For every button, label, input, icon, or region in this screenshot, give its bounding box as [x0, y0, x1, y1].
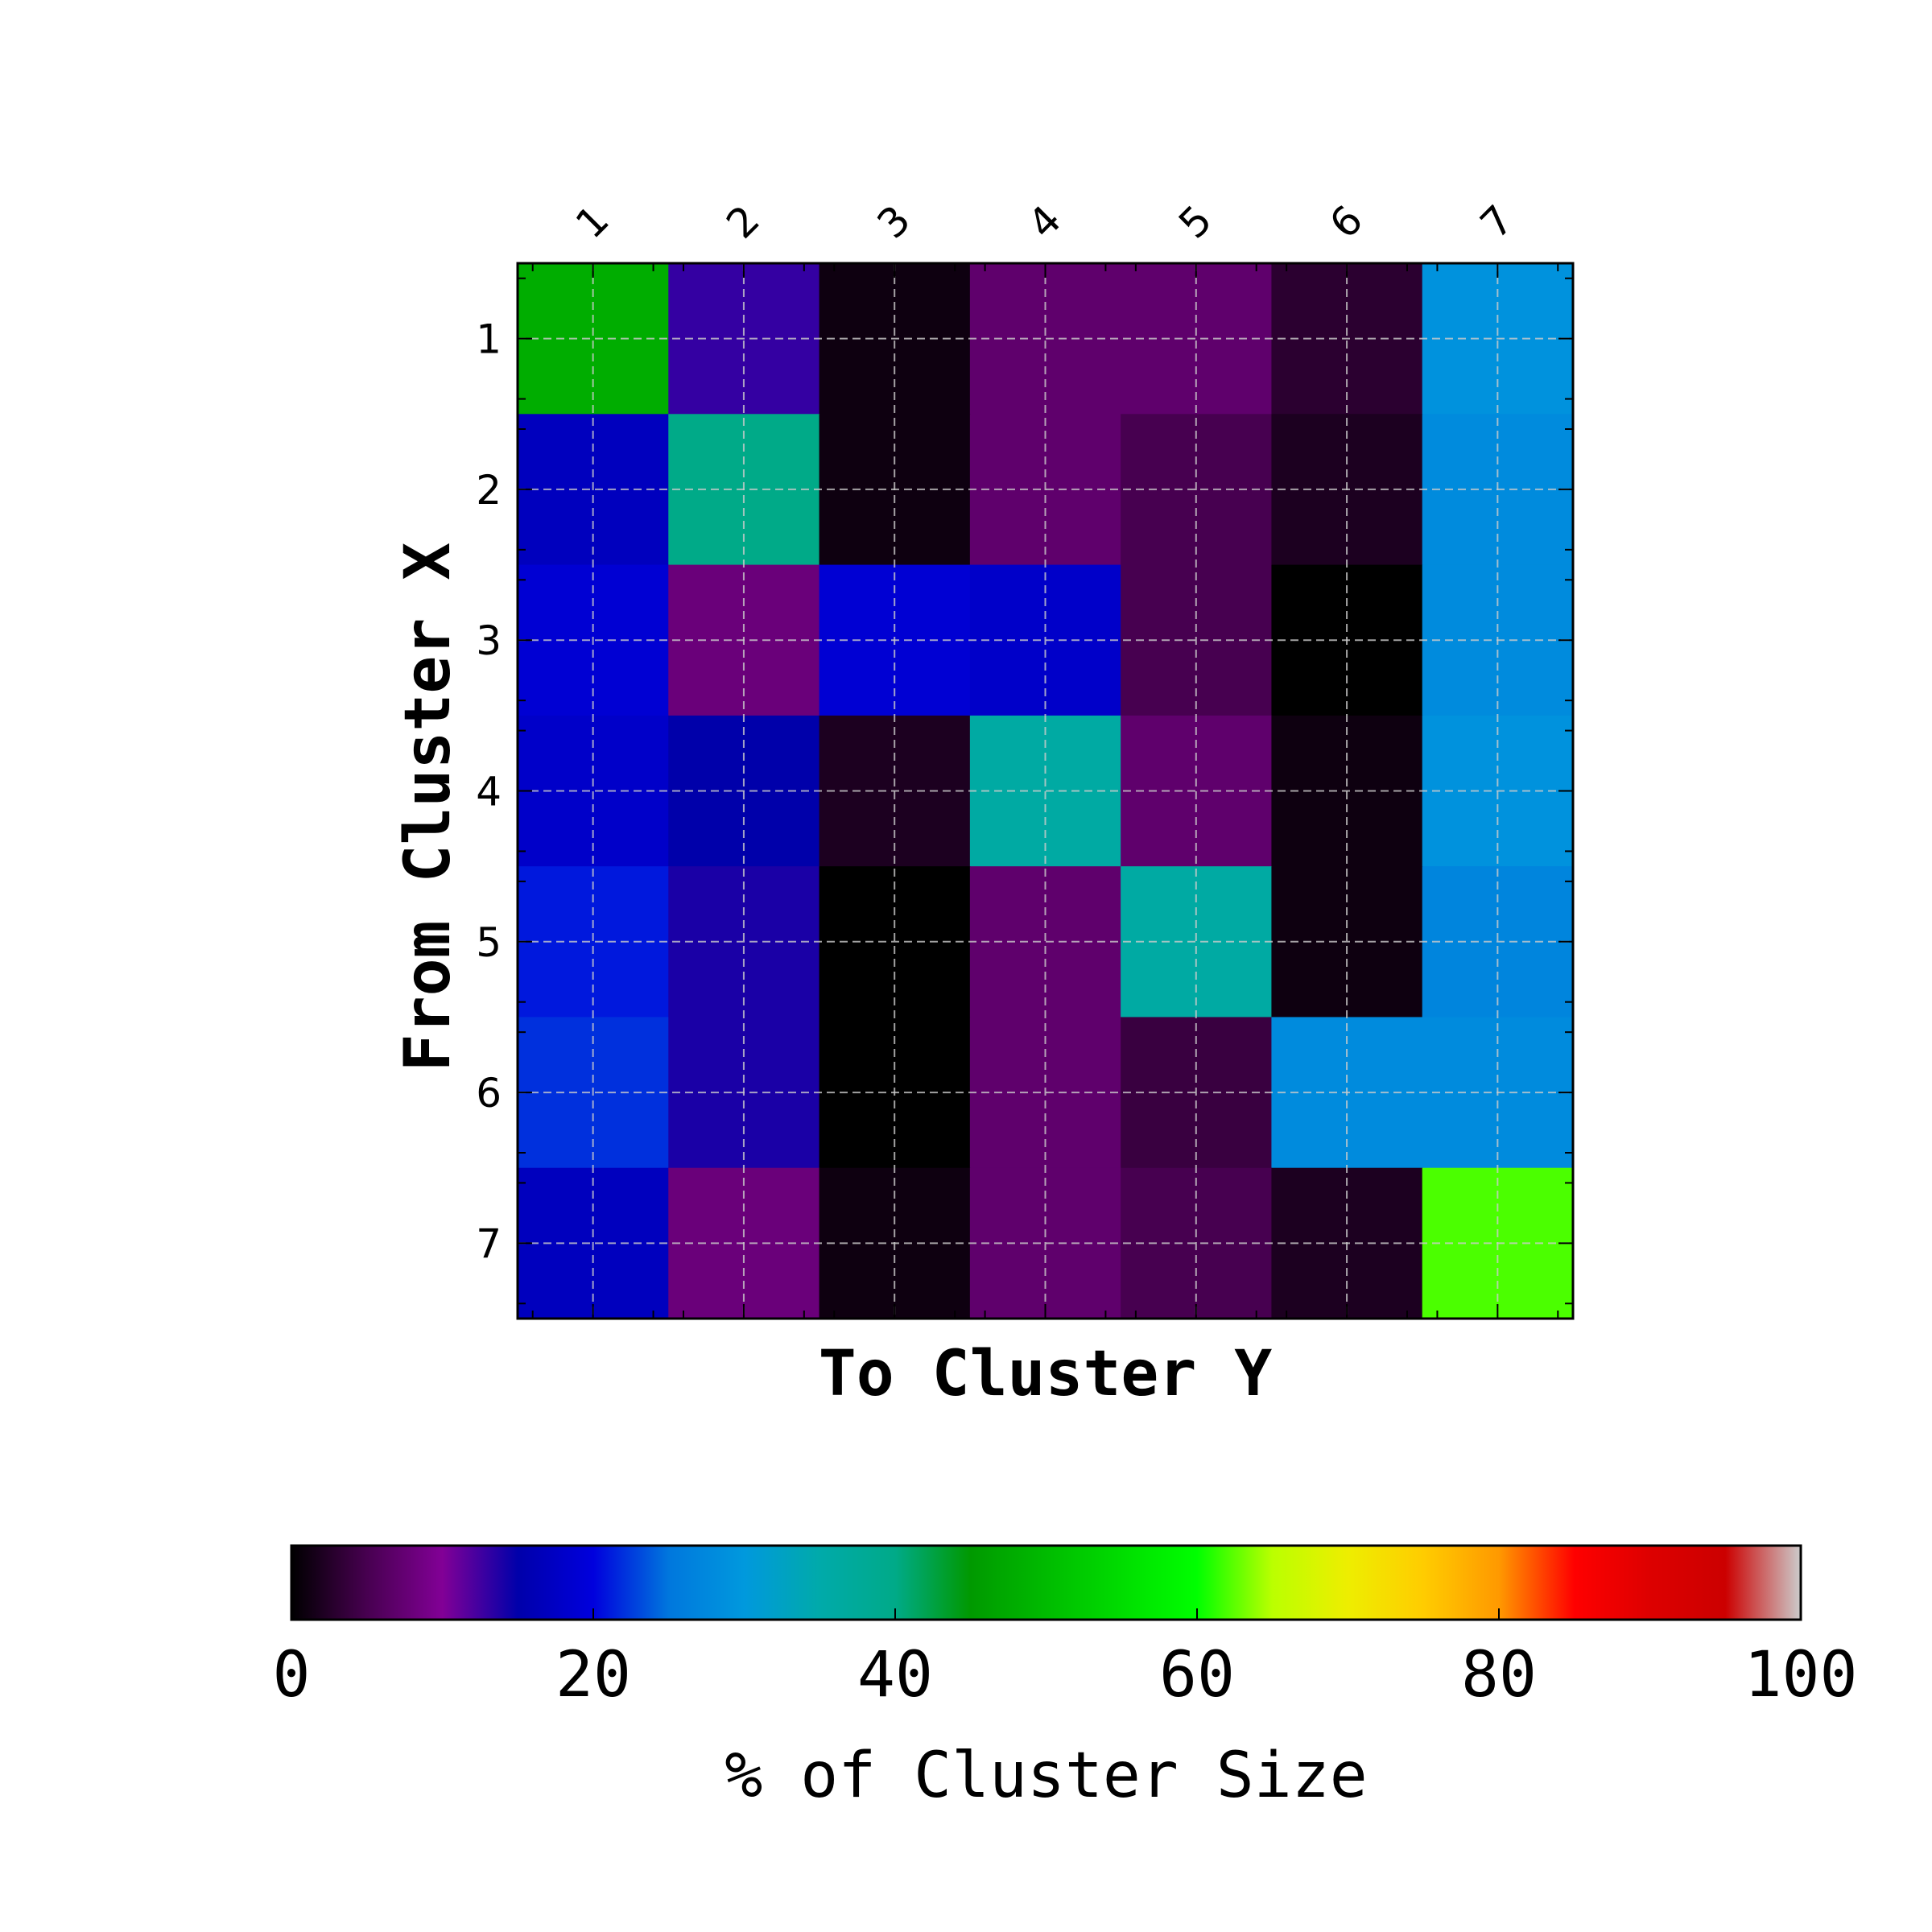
x-tick-label: 7: [1472, 196, 1523, 248]
y-tick-label: 5: [476, 919, 502, 966]
x-tick-label: 2: [717, 196, 769, 248]
y-tick-labels: 1 2 3 4 5 6 7: [476, 316, 502, 1268]
colorbar: [290, 1544, 1802, 1621]
colorbar-tick-label: 0: [273, 1639, 311, 1711]
y-tick-label: 2: [476, 467, 502, 514]
axis-ticks: [518, 263, 1573, 1319]
x-axis-label: To Cluster Y: [819, 1338, 1273, 1410]
y-tick-label: 3: [476, 617, 502, 664]
colorbar-ticks: 0 20 40 60 80 100: [273, 1608, 1858, 1711]
x-tick-labels: 1 2 3 4 5 6 7: [567, 196, 1522, 248]
plot-frame: [516, 262, 1575, 1320]
x-tick-label: 3: [869, 196, 920, 248]
colorbar-tick-label: 60: [1159, 1639, 1235, 1711]
colorbar-tick-label: 40: [857, 1639, 933, 1711]
colorbar-tick-label: 100: [1744, 1639, 1858, 1711]
colorbar-tick-label: 20: [555, 1639, 631, 1711]
y-tick-label: 4: [476, 769, 502, 815]
x-tick-label: 1: [567, 196, 618, 248]
x-tick-label: 4: [1019, 196, 1071, 248]
colorbar-tick-label: 80: [1461, 1639, 1537, 1711]
grid-lines: [518, 263, 1573, 1319]
y-tick-label: 7: [476, 1220, 502, 1267]
y-tick-label: 6: [476, 1070, 502, 1117]
heatmap-cell: [518, 263, 670, 415]
y-axis-label: From Cluster X: [392, 543, 464, 1071]
colorbar-label: % of Cluster Size: [724, 1740, 1367, 1812]
x-tick-label: 6: [1321, 196, 1373, 248]
y-tick-label: 1: [476, 316, 502, 363]
x-tick-label: 5: [1170, 196, 1221, 248]
